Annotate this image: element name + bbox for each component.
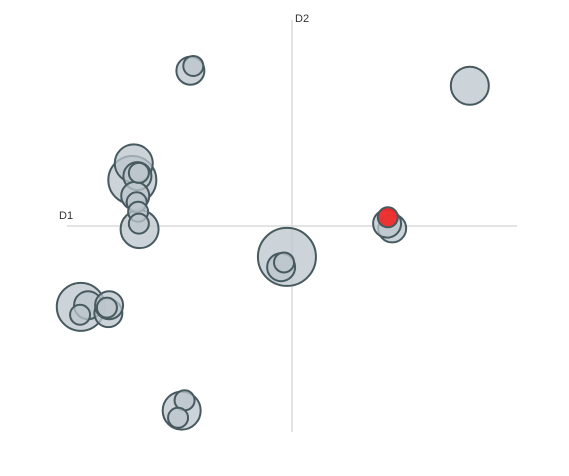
data-point xyxy=(273,251,296,274)
data-point xyxy=(127,212,150,235)
data-point xyxy=(69,303,92,326)
data-point xyxy=(167,406,190,429)
data-point xyxy=(95,296,118,319)
highlighted-data-point xyxy=(376,206,399,229)
data-point xyxy=(182,54,205,77)
data-point xyxy=(449,65,490,106)
data-point xyxy=(127,161,150,184)
bubbles-layer xyxy=(55,54,490,431)
x-axis-label: D1 xyxy=(59,210,73,222)
y-axis-label: D2 xyxy=(295,13,309,25)
